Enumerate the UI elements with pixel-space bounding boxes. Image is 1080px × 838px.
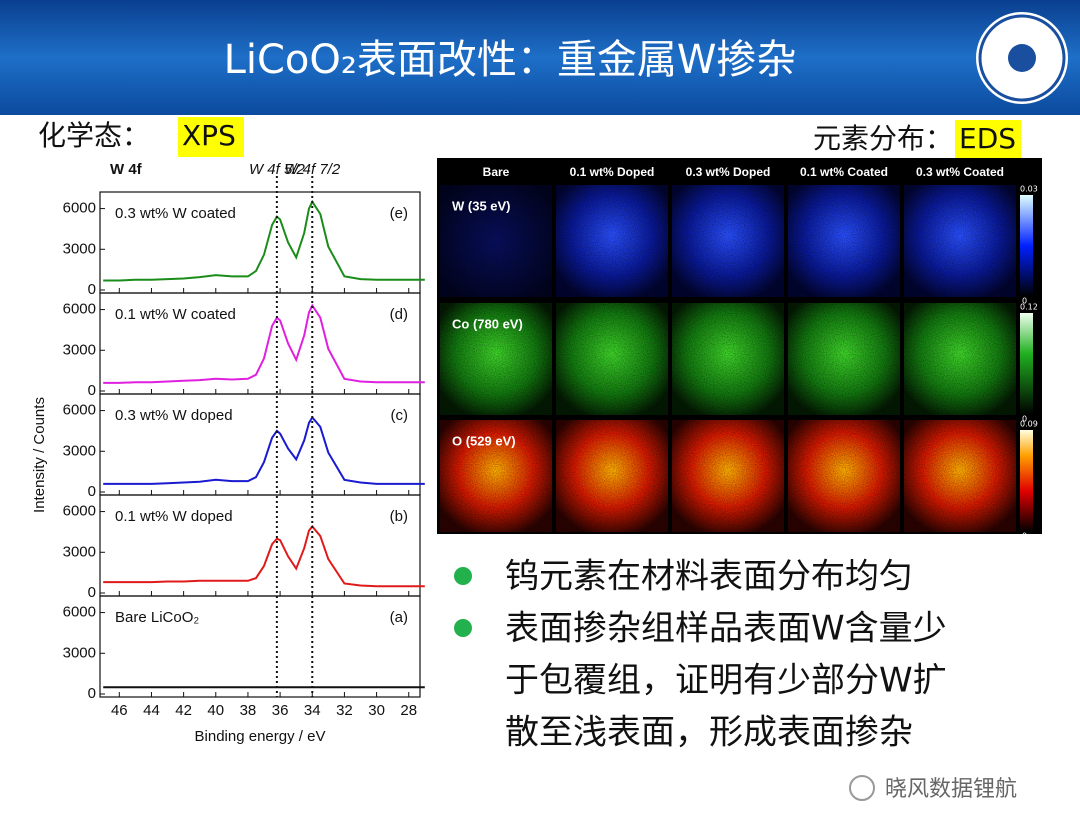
series-name: 0.1 wt% W doped (115, 508, 233, 525)
eds-map-noise (440, 185, 552, 297)
bullet-text: 表面掺杂组样品表面W含量少 (505, 609, 947, 649)
eds-map-noise (672, 420, 784, 532)
eds-map-noise (556, 185, 668, 297)
y-tick-label: 3000 (63, 442, 96, 459)
colorbar (1020, 313, 1033, 415)
y-tick-label: 0 (88, 685, 96, 702)
left-highlight: XPS (182, 119, 236, 152)
y-tick-label: 0 (88, 281, 96, 298)
top-label: W 4f (110, 161, 143, 178)
bullet-text: 钨元素在材料表面分布均匀 (505, 557, 913, 597)
panel-label: (a) (390, 609, 408, 626)
eds-map-noise (672, 303, 784, 415)
colorbar-max: 0.09 (1020, 420, 1038, 429)
y-tick-label: 6000 (63, 604, 96, 621)
y-tick-label: 3000 (63, 543, 96, 560)
eds-map-noise (440, 303, 552, 415)
y-tick-label: 6000 (63, 200, 96, 217)
panel-frame (99, 595, 421, 698)
y-tick-label: 0 (88, 483, 96, 500)
highlight-box (955, 120, 1021, 160)
series-name: 0.3 wt% W doped (115, 407, 233, 424)
spectrum-line (103, 199, 425, 282)
reference-label: W 4f 7/2 (284, 161, 341, 178)
eds-map-noise (788, 303, 900, 415)
panel-label: (b) (390, 508, 408, 525)
spectrum-line (103, 524, 425, 588)
y-tick-label: 0 (88, 382, 96, 399)
colorbar-max: 0.03 (1020, 185, 1038, 194)
bullet-dot (454, 567, 472, 585)
colorbar (1020, 430, 1033, 532)
x-axis-label: Binding energy / eV (195, 728, 326, 745)
x-tick-label: 30 (368, 702, 385, 719)
x-tick-label: 36 (272, 702, 289, 719)
eds-column-header: 0.3 wt% Doped (686, 165, 771, 179)
watermark-icon (849, 775, 875, 801)
header-band (0, 0, 1080, 115)
y-tick-label: 6000 (63, 301, 96, 318)
eds-column-header: 0.1 wt% Coated (800, 165, 888, 179)
eds-column-header: 0.1 wt% Doped (570, 165, 655, 179)
colorbar-min: 0 (1022, 297, 1027, 306)
y-tick-label: 3000 (63, 240, 96, 257)
spectrum-line (103, 415, 425, 485)
eds-map-noise (904, 303, 1016, 415)
colorbar-min: 0 (1022, 532, 1027, 541)
slide-title: LiCoO₂表面改性：重金属W掺杂 (224, 37, 797, 83)
right-heading: 元素分布： (813, 122, 953, 155)
bullet-dot (454, 619, 472, 637)
eds-map-noise (904, 185, 1016, 297)
right-highlight: EDS (959, 122, 1016, 155)
eds-column-header: Bare (483, 165, 510, 179)
bullet-text: 散至浅表面，形成表面掺杂 (505, 713, 913, 753)
eds-row-label: W (35 eV) (452, 198, 511, 213)
series-name: 0.1 wt% W coated (115, 306, 236, 323)
x-tick-label: 42 (175, 702, 192, 719)
watermark: 晓风数据锂航 (885, 777, 1017, 802)
y-tick-label: 6000 (63, 402, 96, 419)
panel-label: (d) (390, 306, 408, 323)
eds-row-label: Co (780 eV) (452, 316, 523, 331)
x-tick-label: 44 (143, 702, 160, 719)
series-name: 0.3 wt% W coated (115, 205, 236, 222)
y-tick-label: 0 (88, 584, 96, 601)
eds-map-noise (672, 185, 784, 297)
eds-map-noise (788, 420, 900, 532)
x-tick-label: 34 (304, 702, 321, 719)
colorbar-max: 0.12 (1020, 303, 1038, 312)
series-name: Bare LiCoO₂ (115, 609, 199, 626)
x-tick-label: 46 (111, 702, 128, 719)
logo (976, 12, 1068, 104)
x-tick-label: 38 (240, 702, 257, 719)
x-tick-label: 32 (336, 702, 353, 719)
eds-map-noise (556, 420, 668, 532)
y-axis-label: Intensity / Counts (31, 397, 48, 513)
left-heading: 化学态： (38, 119, 150, 152)
eds-map-noise (440, 420, 552, 532)
panel-label: (e) (390, 205, 408, 222)
eds-column-header: 0.3 wt% Coated (916, 165, 1004, 179)
x-tick-label: 40 (207, 702, 224, 719)
y-tick-label: 3000 (63, 341, 96, 358)
colorbar (1020, 195, 1033, 297)
y-tick-label: 6000 (63, 503, 96, 520)
colorbar-min: 0 (1022, 415, 1027, 424)
eds-map-noise (788, 185, 900, 297)
eds-map-noise (904, 420, 1016, 532)
y-tick-label: 3000 (63, 644, 96, 661)
panel-label: (c) (391, 407, 409, 424)
eds-map-noise (556, 303, 668, 415)
highlight-box (178, 117, 244, 157)
x-tick-label: 28 (400, 702, 417, 719)
spectrum-line (103, 303, 425, 384)
reference-label: W 4f 5/2 (249, 161, 306, 178)
bullet-text: 于包覆组，证明有少部分W扩 (505, 661, 947, 701)
eds-row-label: O (529 eV) (452, 433, 516, 448)
